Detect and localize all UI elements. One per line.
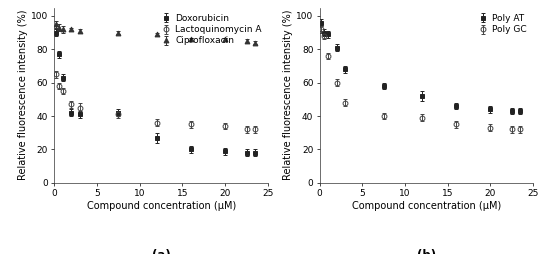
Y-axis label: Relative fluorescence intensity (%): Relative fluorescence intensity (%): [18, 10, 28, 181]
Text: (a): (a): [152, 249, 170, 254]
Legend: Poly AT, Poly GC: Poly AT, Poly GC: [476, 12, 529, 36]
X-axis label: Compound concentration (μM): Compound concentration (μM): [352, 201, 501, 211]
Legend: Doxorubicin, Lactoquinomycin A, Ciprofloxacin: Doxorubicin, Lactoquinomycin A, Ciproflo…: [159, 12, 263, 47]
Text: (b): (b): [417, 249, 436, 254]
Y-axis label: Relative fluorescence intensity (%): Relative fluorescence intensity (%): [283, 10, 293, 181]
X-axis label: Compound concentration (μM): Compound concentration (μM): [86, 201, 236, 211]
